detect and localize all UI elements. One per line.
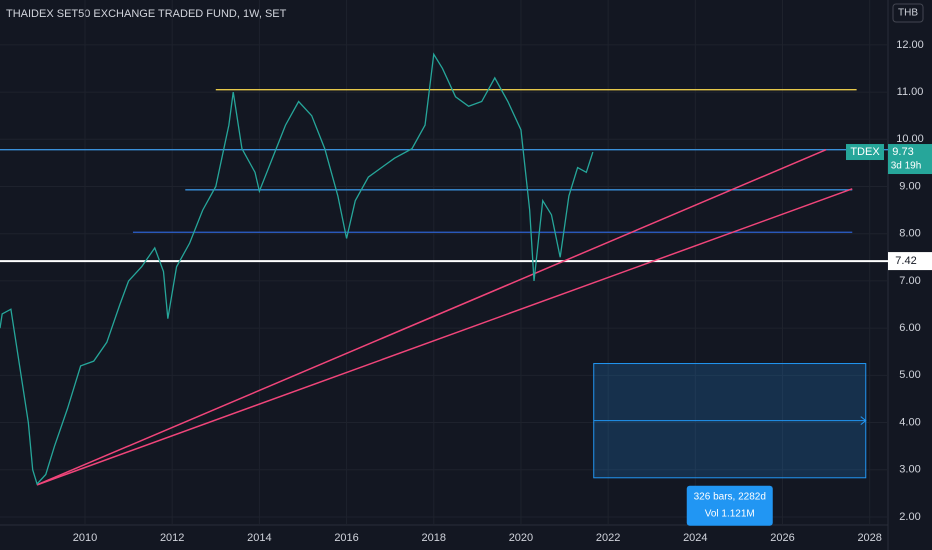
y-tick-label: 4.00 <box>899 416 920 428</box>
x-tick-label: 2020 <box>509 532 533 544</box>
price-tag-symbol: TDEX <box>850 146 880 158</box>
x-tick-label: 2018 <box>422 532 446 544</box>
x-tick-label: 2022 <box>596 532 620 544</box>
range-label-box <box>686 485 773 526</box>
x-tick-label: 2014 <box>247 532 271 544</box>
x-tick-label: 2024 <box>683 532 707 544</box>
x-tick-label: 2028 <box>857 532 881 544</box>
currency: THB <box>898 8 918 19</box>
y-tick-label: 9.00 <box>899 180 920 192</box>
trendline <box>36 188 853 486</box>
level-tag-label: 7.42 <box>895 255 916 267</box>
x-tick-label: 2026 <box>770 532 794 544</box>
y-tick-label: 8.00 <box>899 228 920 240</box>
price-tag-value: 9.73 <box>892 146 913 158</box>
chart-title: THAIDEX SET50 EXCHANGE TRADED FUND, 1W, … <box>6 8 287 20</box>
currency-box <box>892 3 924 23</box>
price-line <box>0 52 594 486</box>
level-tag <box>888 252 932 271</box>
x-tick-label: 2012 <box>160 532 184 544</box>
y-tick-label: 2.00 <box>899 511 920 523</box>
price-tag-countdown: 3d 19h <box>891 161 922 172</box>
y-tick-label: 3.00 <box>899 464 920 476</box>
y-tick-label: 12.00 <box>896 39 924 51</box>
price-tag-symbol-box <box>846 144 884 161</box>
x-tick-label: 2010 <box>73 532 97 544</box>
y-tick-label: 5.00 <box>899 369 920 381</box>
y-tick-label: 7.00 <box>899 275 920 287</box>
trendline <box>36 148 827 486</box>
y-tick-label: 11.00 <box>897 86 924 98</box>
y-tick-label: 6.00 <box>899 322 920 334</box>
range-bars: 326 bars, 2282d <box>694 491 766 502</box>
price-tag-box <box>888 144 932 175</box>
x-tick-label: 2016 <box>334 532 358 544</box>
range-arrow-head <box>860 416 867 426</box>
range-volume: Vol 1.121M <box>705 508 755 519</box>
y-tick-label: 10.00 <box>896 133 924 145</box>
